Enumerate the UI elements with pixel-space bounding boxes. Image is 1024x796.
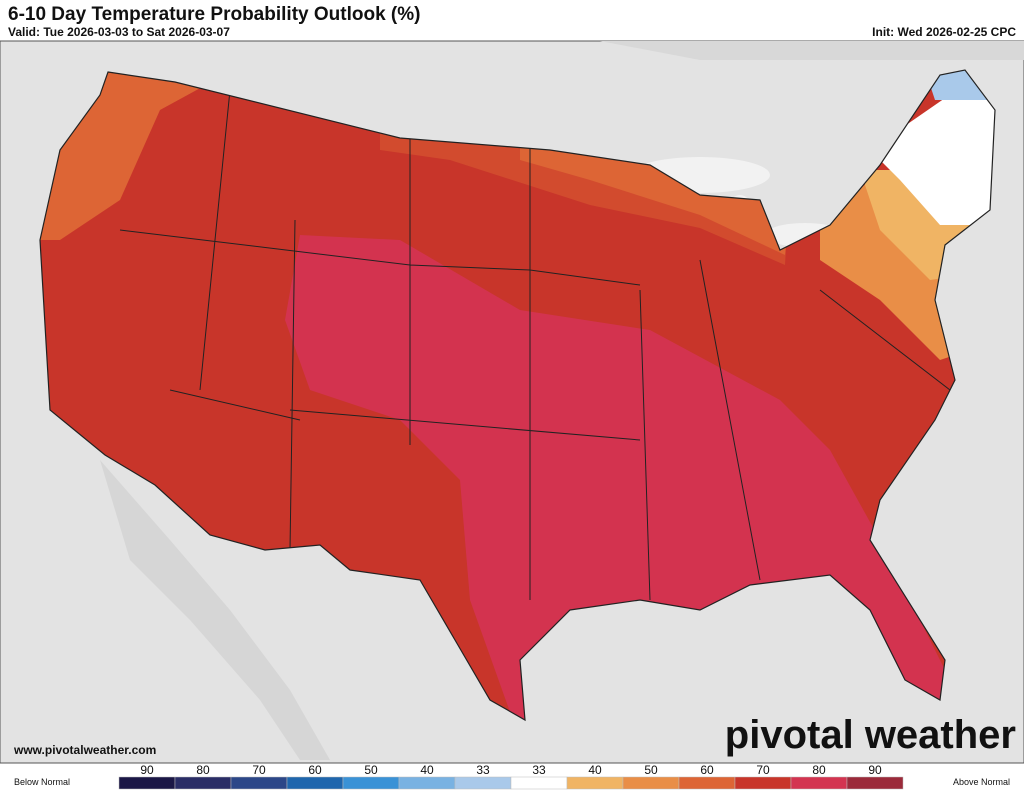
above-normal-label: Above Normal [953,777,1010,787]
legend-label: 90 [140,763,154,777]
legend-swatch [678,776,736,790]
legend-label: 60 [308,763,322,777]
site-url: www.pivotalweather.com [13,743,156,757]
legend-label: 50 [364,763,378,777]
legend-label: 80 [812,763,826,777]
legend-swatch [454,776,512,790]
legend-swatch [846,776,904,790]
legend-label: 70 [252,763,266,777]
title: 6-10 Day Temperature Probability Outlook… [8,4,420,25]
legend: 90 80 70 60 50 40 33 33 40 50 60 70 80 90 [118,763,904,790]
legend-label: 40 [420,763,434,777]
legend-swatch [566,776,624,790]
legend-label: 50 [644,763,658,777]
legend-swatch [398,776,456,790]
legend-swatch [230,776,288,790]
legend-label: 60 [700,763,714,777]
legend-label: 40 [588,763,602,777]
legend-swatch [342,776,400,790]
brand-logo: pivotal weather [725,713,1016,757]
below-normal-label: Below Normal [14,777,70,787]
legend-swatch [790,776,848,790]
init-time: Init: Wed 2026-02-25 CPC [872,25,1016,39]
us-outline [39,69,996,722]
legend-label: 33 [476,763,490,777]
legend-swatch [286,776,344,790]
legend-label: 70 [756,763,770,777]
legend-label: 33 [532,763,546,777]
legend-swatch [510,776,568,790]
legend-swatch [118,776,176,790]
legend-swatch [622,776,680,790]
legend-swatch [174,776,232,790]
legend-label: 80 [196,763,210,777]
legend-label: 90 [868,763,882,777]
legend-swatch [734,776,792,790]
valid-time: Valid: Tue 2026-03-03 to Sat 2026-03-07 [8,25,230,39]
